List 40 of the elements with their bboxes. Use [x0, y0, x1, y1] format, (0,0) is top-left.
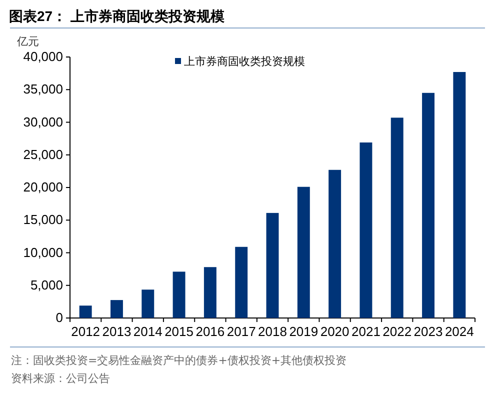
- bar: [235, 246, 248, 318]
- legend-label: 上市券商固收类投资规模: [184, 55, 305, 68]
- bar: [297, 186, 310, 318]
- x-tick-label: 2020: [320, 324, 350, 339]
- x-tick-label: 2019: [289, 324, 318, 339]
- x-tick-label: 2022: [382, 324, 412, 339]
- x-tick-label: 2017: [226, 324, 256, 339]
- y-tick-label: 20,000: [23, 180, 63, 194]
- y-tick-label: 40,000: [23, 49, 63, 64]
- bar: [390, 118, 404, 318]
- y-tick-label: 30,000: [23, 114, 63, 130]
- x-tick-label: 2012: [71, 324, 100, 339]
- x-tick-label: 2024: [444, 324, 474, 339]
- x-tick-label: 2013: [102, 324, 132, 339]
- bar: [204, 267, 216, 318]
- x-tick-label: 2016: [196, 324, 225, 339]
- x-tick-label: 2021: [352, 324, 380, 339]
- x-tick-label: 2014: [133, 324, 162, 339]
- bar: [328, 170, 342, 318]
- text: 注：固收类投资=交易性金融资产中的债券+债权投资+其他债权投资: [11, 354, 347, 367]
- bar: [142, 290, 154, 318]
- bar: [422, 92, 434, 318]
- bar: [79, 306, 92, 318]
- bar: [453, 72, 466, 318]
- x-tick-label: 2018: [258, 324, 287, 339]
- bar: [110, 300, 123, 318]
- y-tick-label: 10,000: [23, 244, 63, 260]
- y-axis-title: 亿元: [16, 35, 39, 48]
- chart-title: 图表27： 上市券商固收类投资规模: [9, 8, 226, 24]
- x-tick-label: 2015: [164, 324, 194, 339]
- x-tick-label: 2023: [414, 324, 443, 339]
- bar: [266, 212, 279, 318]
- text: 资料来源：公司公告: [11, 372, 110, 385]
- y-tick-label: 15,000: [23, 212, 63, 228]
- y-tick-label: 35,000: [23, 82, 63, 97]
- bar: [360, 142, 372, 318]
- y-tick-label: 0: [56, 310, 63, 325]
- bar: [172, 272, 186, 318]
- y-tick-label: 25,000: [23, 146, 63, 162]
- y-tick-label: 5,000: [30, 277, 63, 292]
